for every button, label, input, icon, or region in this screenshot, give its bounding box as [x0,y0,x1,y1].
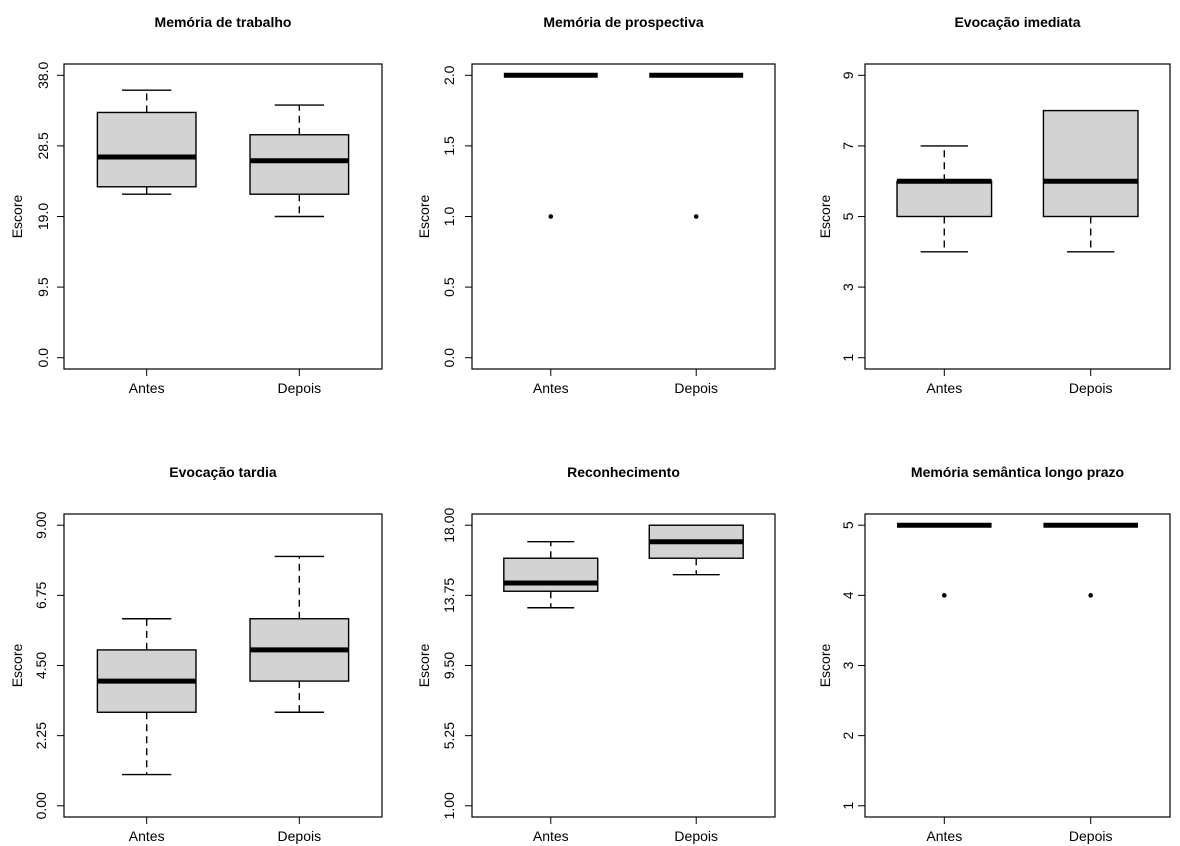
y-tick-label: 4 [840,591,856,599]
box-iqr [503,557,599,592]
x-tick-label: Depois [674,380,718,396]
y-tick-label: 0.0 [441,348,457,368]
y-axis-label: Escore [817,644,833,688]
y-tick-label: 0.00 [33,792,49,819]
y-tick-label: 5 [840,212,856,220]
y-tick-label: 19.0 [35,203,51,230]
outlier-point [548,214,554,219]
x-tick-label: Antes [533,828,569,844]
box-iqr [249,134,350,195]
y-tick-label: 9.50 [441,652,457,679]
chart-title: Evocação tardia [169,464,277,480]
x-tick-label: Depois [278,828,322,844]
x-tick-label: Depois [1069,828,1113,844]
x-tick-label: Antes [926,828,962,844]
box-iqr [896,180,993,218]
y-tick-label: 4.50 [33,652,49,679]
y-tick-label: 18.00 [441,507,457,542]
y-tick-label: 1.5 [441,136,457,156]
y-tick-label: 9 [840,71,856,79]
y-axis-label: Escore [416,195,432,239]
y-tick-label: 0.0 [35,348,51,368]
chart-title: Evocação imediata [954,14,1080,30]
y-tick-label: 2.25 [33,722,49,749]
y-tick-label: 9.5 [35,277,51,297]
plot-frame [471,63,776,370]
y-axis-label: Escore [416,644,432,688]
y-tick-label: 38.0 [35,61,51,88]
x-tick-label: Depois [1069,380,1113,396]
y-axis-label: Escore [9,644,25,688]
y-tick-label: 0.5 [441,277,457,297]
y-tick-label: 1.00 [441,792,457,819]
y-tick-label: 28.5 [35,132,51,159]
box-iqr [96,111,197,188]
y-tick-label: 13.75 [441,578,457,613]
x-tick-label: Antes [926,380,962,396]
chart-title: Memória de trabalho [155,14,292,30]
y-tick-label: 2.0 [441,65,457,85]
plot-frame [864,513,1171,818]
y-tick-label: 5 [840,521,856,529]
plot-frame [63,63,383,370]
x-tick-label: Depois [674,828,718,844]
y-tick-label: 3 [840,661,856,669]
outlier-point [693,214,699,219]
y-tick-label: 1 [840,354,856,362]
chart-title: Memória de prospectiva [543,14,703,30]
y-tick-label: 6.75 [33,582,49,609]
y-tick-label: 9.00 [33,511,49,538]
y-tick-label: 3 [840,283,856,291]
x-tick-label: Depois [278,380,322,396]
x-tick-label: Antes [129,380,165,396]
chart-title: Memória semântica longo prazo [911,464,1124,480]
y-tick-label: 5.25 [441,722,457,749]
chart-title: Reconhecimento [567,464,680,480]
x-tick-label: Antes [533,380,569,396]
y-axis-label: Escore [9,195,25,239]
x-tick-label: Antes [129,828,165,844]
y-tick-label: 1 [840,802,856,810]
y-tick-label: 1.0 [441,207,457,227]
y-axis-label: Escore [817,195,833,239]
y-tick-label: 2 [840,732,856,740]
outlier-point [942,593,947,598]
y-tick-label: 7 [840,142,856,150]
outlier-point [1088,593,1093,598]
box-iqr [1042,109,1139,218]
